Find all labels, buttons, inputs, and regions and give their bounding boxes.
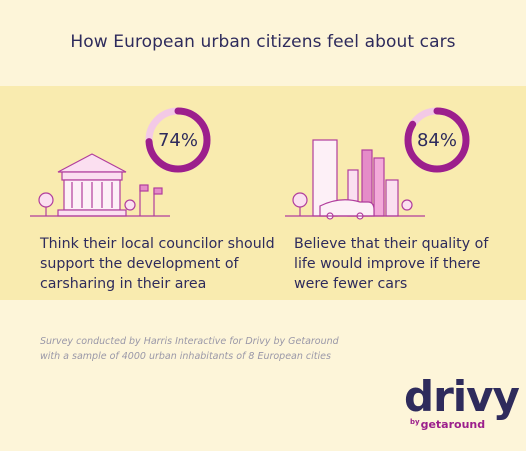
stat-text: Think their local councilor should suppo… (40, 236, 275, 292)
logo-tagline: bygetaround (410, 418, 485, 431)
percent-label: 84% (417, 130, 457, 151)
logo-by: by (410, 418, 420, 426)
illustrations: 74% 84% (30, 107, 470, 220)
ring-arc (404, 107, 470, 173)
stat-text: Believe that their quality of life would… (294, 236, 489, 292)
city-icon (285, 139, 425, 220)
percent-label: 74% (158, 130, 198, 151)
ring-arc (145, 107, 211, 173)
logo-brand: getaround (420, 418, 486, 431)
town-hall-icon (30, 153, 170, 217)
title: How European urban citizens feel about c… (70, 32, 456, 52)
logo: drivy (404, 372, 520, 421)
footnote: Survey conducted by Harris Interactive f… (40, 336, 339, 362)
